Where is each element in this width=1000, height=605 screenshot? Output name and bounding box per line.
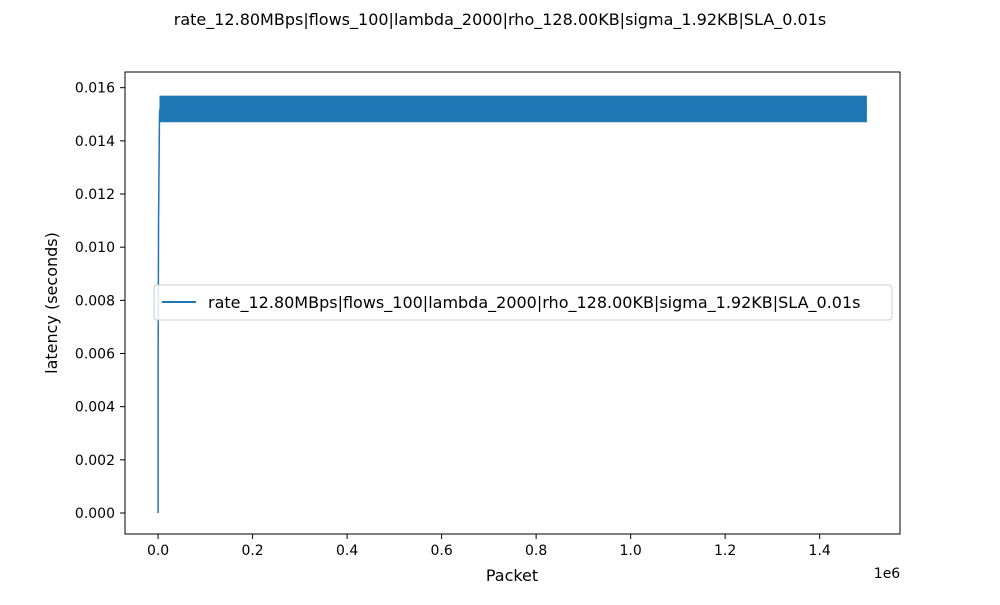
x-axis-offset-label: 1e6 xyxy=(874,566,901,582)
y-tick-label: 0.004 xyxy=(75,400,115,416)
x-tick-label: 0.6 xyxy=(430,543,452,559)
y-axis-label: latency (seconds) xyxy=(42,232,61,374)
y-tick-label: 0.012 xyxy=(75,187,115,203)
x-tick-label: 0.4 xyxy=(336,543,358,559)
y-tick-label: 0.002 xyxy=(75,453,115,469)
plot-area xyxy=(157,95,867,513)
x-tick-label: 1.0 xyxy=(620,543,642,559)
x-tick-label: 0.2 xyxy=(241,543,263,559)
y-tick-label: 0.010 xyxy=(75,240,115,256)
legend: rate_12.80MBps|flows_100|lambda_2000|rho… xyxy=(153,284,893,321)
legend-label: rate_12.80MBps|flows_100|lambda_2000|rho… xyxy=(208,293,860,313)
y-tick-label: 0.008 xyxy=(75,293,115,309)
x-axis-label: Packet xyxy=(486,566,538,585)
legend-box xyxy=(153,284,893,321)
y-axis: 0.000 0.002 0.004 0.006 0.008 0.010 0.012 0.014… xyxy=(75,81,125,522)
x-axis: 0.0 0.2 0.4 0.6 0.8 1.0 1.2 1.4 xyxy=(147,534,831,559)
x-tick-label: 1.2 xyxy=(714,543,736,559)
chart-title: rate_12.80MBps|flows_100|lambda_2000|rho… xyxy=(174,10,826,30)
x-tick-label: 1.4 xyxy=(809,543,831,559)
y-tick-label: 0.000 xyxy=(75,506,115,522)
series-0-line xyxy=(157,108,867,513)
y-tick-label: 0.006 xyxy=(75,347,115,363)
y-tick-label: 0.016 xyxy=(75,81,115,97)
axes-frame xyxy=(124,71,901,535)
x-tick-label: 0.0 xyxy=(147,543,169,559)
y-tick-label: 0.014 xyxy=(75,134,115,150)
x-tick-label: 0.8 xyxy=(525,543,547,559)
